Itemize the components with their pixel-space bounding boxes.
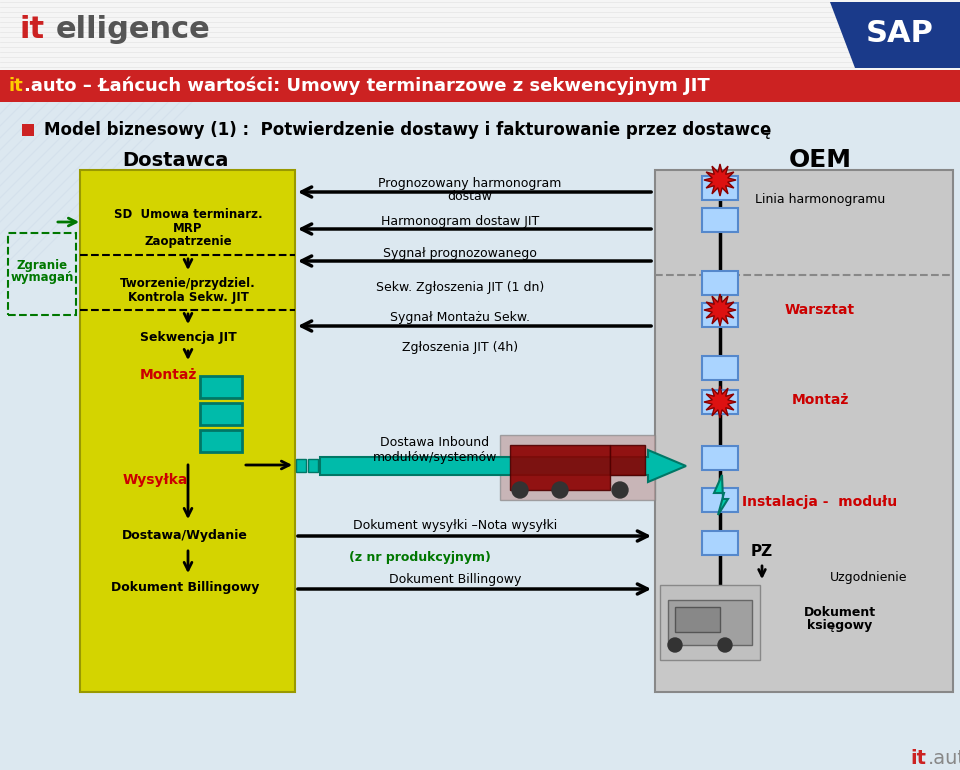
FancyBboxPatch shape: [668, 600, 752, 645]
Text: OEM: OEM: [788, 148, 852, 172]
FancyBboxPatch shape: [702, 271, 738, 295]
Text: Zaopatrzenie: Zaopatrzenie: [144, 235, 231, 247]
Text: PZ: PZ: [751, 544, 773, 560]
Polygon shape: [830, 2, 960, 68]
Text: Montaż: Montaż: [791, 393, 849, 407]
FancyBboxPatch shape: [500, 435, 655, 500]
FancyBboxPatch shape: [0, 0, 960, 70]
FancyBboxPatch shape: [0, 102, 960, 770]
Text: it: it: [910, 748, 926, 768]
Text: Model biznesowy (1) :  Potwierdzenie dostawy i fakturowanie przez dostawcę: Model biznesowy (1) : Potwierdzenie dost…: [44, 121, 772, 139]
Text: Dostawca: Dostawca: [122, 150, 228, 169]
Text: SD  Umowa terminarz.: SD Umowa terminarz.: [113, 209, 262, 222]
Text: Sygnał prognozowanego: Sygnał prognozowanego: [383, 247, 537, 260]
FancyBboxPatch shape: [22, 124, 34, 136]
Text: .auto: .auto: [928, 748, 960, 768]
Text: Dostawa Inbound: Dostawa Inbound: [380, 436, 490, 448]
Text: Sekwencja JIT: Sekwencja JIT: [139, 332, 236, 344]
FancyBboxPatch shape: [200, 403, 242, 425]
Polygon shape: [714, 475, 728, 515]
Text: Dostawa/Wydanie: Dostawa/Wydanie: [122, 530, 248, 543]
Text: Linia harmonogramu: Linia harmonogramu: [755, 193, 885, 206]
Circle shape: [718, 638, 732, 652]
Text: MRP: MRP: [173, 222, 203, 235]
Text: Instalacja -  modułu: Instalacja - modułu: [742, 495, 898, 509]
Circle shape: [512, 482, 528, 498]
FancyBboxPatch shape: [702, 356, 738, 380]
FancyBboxPatch shape: [510, 445, 610, 490]
Text: Wysyłka: Wysyłka: [122, 473, 188, 487]
Text: Dokument: Dokument: [804, 605, 876, 618]
FancyBboxPatch shape: [702, 208, 738, 232]
Text: Montaż: Montaż: [139, 368, 197, 382]
FancyBboxPatch shape: [675, 607, 720, 632]
Text: Dokument Billingowy: Dokument Billingowy: [389, 574, 521, 587]
Text: elligence: elligence: [56, 15, 211, 45]
FancyArrow shape: [320, 450, 686, 482]
Text: Zgranie: Zgranie: [16, 259, 67, 272]
FancyBboxPatch shape: [702, 303, 738, 327]
Text: Uzgodnienie: Uzgodnienie: [830, 571, 907, 584]
Polygon shape: [704, 164, 736, 196]
FancyBboxPatch shape: [702, 488, 738, 512]
FancyBboxPatch shape: [702, 390, 738, 414]
Text: wymagań: wymagań: [11, 272, 74, 284]
Text: SAP: SAP: [866, 18, 934, 48]
FancyBboxPatch shape: [200, 376, 242, 398]
Circle shape: [612, 482, 628, 498]
Text: Zgłoszenia JIT (4h): Zgłoszenia JIT (4h): [402, 342, 518, 354]
Circle shape: [668, 638, 682, 652]
FancyBboxPatch shape: [80, 170, 295, 692]
Text: modułów/systemów: modułów/systemów: [372, 450, 497, 464]
Text: Warsztat: Warsztat: [785, 303, 855, 317]
FancyBboxPatch shape: [702, 446, 738, 470]
FancyBboxPatch shape: [660, 585, 760, 660]
Text: Sekw. Zgłoszenia JIT (1 dn): Sekw. Zgłoszenia JIT (1 dn): [376, 280, 544, 293]
FancyBboxPatch shape: [0, 70, 960, 102]
Text: księgowy: księgowy: [807, 618, 873, 631]
FancyBboxPatch shape: [702, 176, 738, 200]
Text: (z nr produkcyjnym): (z nr produkcyjnym): [349, 551, 491, 564]
Text: it: it: [8, 77, 23, 95]
FancyBboxPatch shape: [655, 170, 953, 692]
FancyBboxPatch shape: [610, 445, 645, 475]
Text: Prognozowany harmonogram: Prognozowany harmonogram: [378, 176, 562, 189]
Circle shape: [552, 482, 568, 498]
Text: Kontrola Sekw. JIT: Kontrola Sekw. JIT: [128, 290, 249, 303]
Text: .auto – Łańcuch wartości: Umowy terminarzowe z sekwencyjnym JIT: .auto – Łańcuch wartości: Umowy terminar…: [24, 77, 709, 95]
Text: Tworzenie/przydziel.: Tworzenie/przydziel.: [120, 277, 256, 290]
Text: Dokument wysyłki –Nota wysyłki: Dokument wysyłki –Nota wysyłki: [353, 520, 557, 533]
Polygon shape: [704, 386, 736, 418]
Text: Dokument Billingowy: Dokument Billingowy: [110, 581, 259, 594]
Polygon shape: [704, 294, 736, 326]
FancyBboxPatch shape: [296, 459, 306, 472]
FancyBboxPatch shape: [200, 430, 242, 452]
Text: it: it: [20, 15, 45, 45]
Text: Harmonogram dostaw JIT: Harmonogram dostaw JIT: [381, 216, 540, 229]
Text: Sygnał Montażu Sekw.: Sygnał Montażu Sekw.: [390, 312, 530, 324]
FancyBboxPatch shape: [702, 531, 738, 555]
FancyBboxPatch shape: [308, 459, 318, 472]
Text: dostaw: dostaw: [447, 189, 492, 203]
